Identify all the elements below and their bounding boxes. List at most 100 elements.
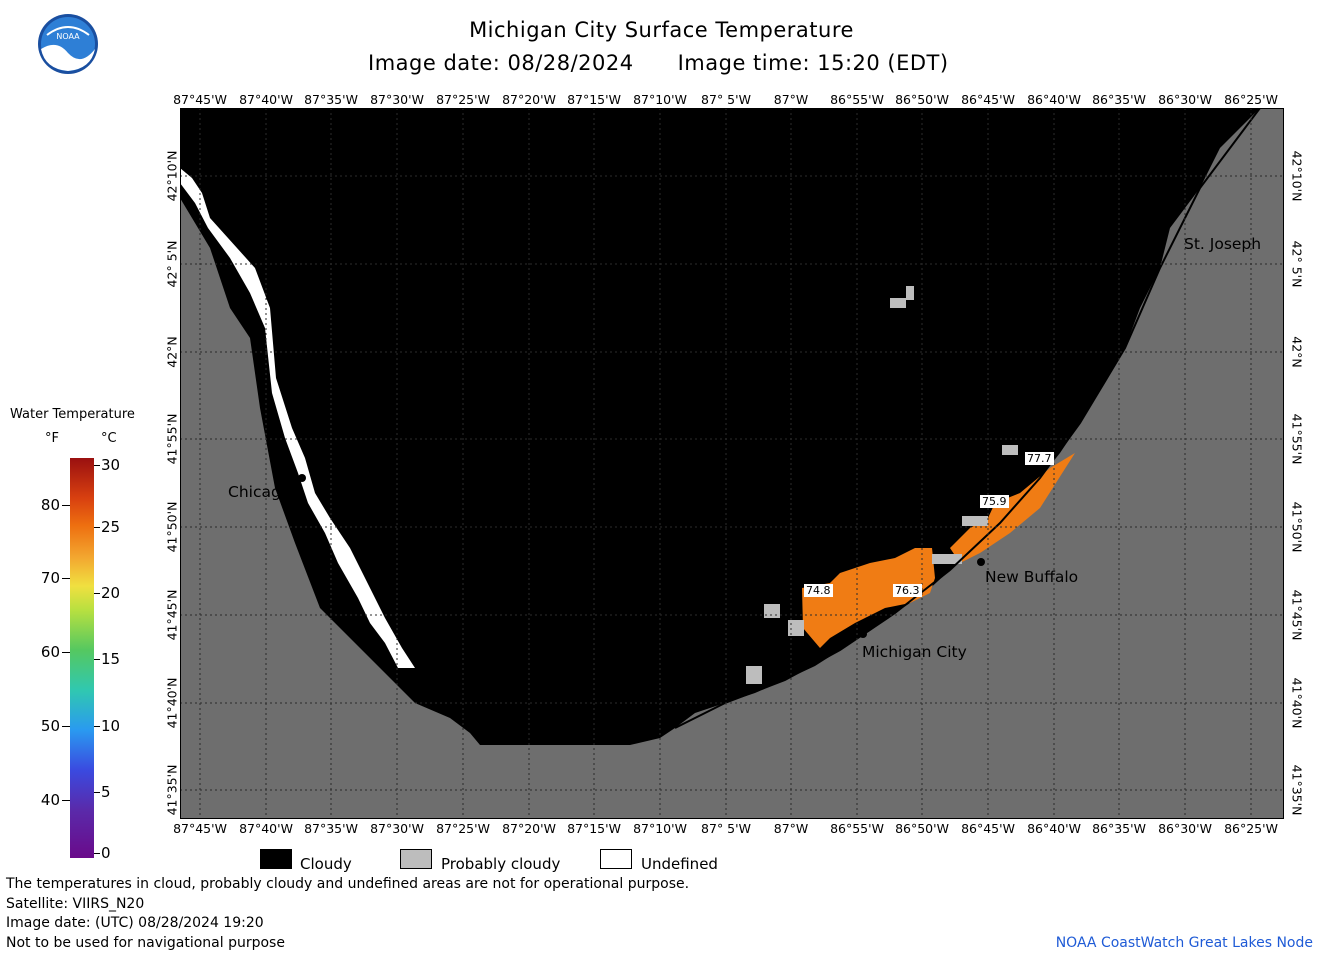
unit-f: °F: [45, 431, 59, 446]
logo-text: NOAA: [56, 32, 80, 41]
lon-tick: 86°50'W: [895, 92, 949, 107]
probably-cloudy-patch: [962, 516, 988, 526]
lat-tick: 41°40'N: [164, 677, 180, 729]
lon-tick: 87° 5'W: [701, 821, 751, 836]
lat-tick: 42°N: [164, 336, 180, 368]
footer-disclaimer: The temperatures in cloud, probably clou…: [6, 876, 690, 892]
lon-tick: 87°25'W: [436, 92, 490, 107]
lat-tick: 42°10'N: [1289, 150, 1305, 202]
lon-tick: 87°15'W: [567, 92, 621, 107]
key-undefined-label: Undefined: [641, 855, 718, 873]
temperature-label: 75.9: [980, 495, 1009, 508]
warm-water-area: [802, 548, 935, 648]
probably-cloudy-patch: [746, 666, 762, 684]
city-label-st-joseph: St. Joseph: [1184, 235, 1262, 253]
lon-tick: 86°25'W: [1224, 821, 1278, 836]
c-tick: 30: [101, 456, 121, 474]
key-cloudy-label: Cloudy: [300, 855, 352, 873]
city-marker: [298, 474, 306, 482]
probably-cloudy-patch: [890, 298, 906, 308]
key-undefined-swatch: [600, 849, 632, 869]
c-tick: 20: [101, 584, 121, 602]
lon-tick: 87°W: [773, 821, 809, 836]
c-tick: 25: [101, 518, 121, 536]
f-tick: 40: [40, 791, 60, 809]
f-tick: 70: [40, 569, 60, 587]
lat-tick: 41°55'N: [1289, 413, 1305, 465]
lon-tick: 87°40'W: [239, 821, 293, 836]
lon-tick: 87°40'W: [239, 92, 293, 107]
lat-tick: 42° 5'N: [1289, 240, 1305, 288]
lon-tick: 86°50'W: [895, 821, 949, 836]
lon-tick: 86°25'W: [1224, 92, 1278, 107]
unit-c: °C: [101, 431, 117, 446]
lon-tick: 86°55'W: [830, 92, 884, 107]
lon-tick: 86°55'W: [830, 821, 884, 836]
lon-tick: 86°35'W: [1092, 92, 1146, 107]
color-scale: [70, 458, 94, 858]
lat-tick: 41°35'N: [1289, 764, 1305, 816]
lon-tick: 87°25'W: [436, 821, 490, 836]
grid-lines: [180, 108, 1284, 819]
lon-tick: 86°40'W: [1027, 821, 1081, 836]
key-probably-cloudy-swatch: [400, 849, 432, 869]
lon-tick: 87°45'W: [173, 821, 227, 836]
lat-tick: 41°50'N: [1289, 501, 1305, 553]
lon-tick: 87°20'W: [502, 821, 556, 836]
city-label-michigan-city: Michigan City: [862, 643, 967, 661]
lon-tick: 87°35'W: [304, 821, 358, 836]
temperature-label: 76.3: [893, 584, 922, 597]
lon-tick: 87°20'W: [502, 92, 556, 107]
probably-cloudy-patch: [1002, 445, 1018, 455]
coastline: [674, 107, 1261, 729]
cloudy-lake-area: [180, 108, 1260, 745]
lon-tick: 87°15'W: [567, 821, 621, 836]
probably-cloudy-patch: [906, 286, 914, 300]
probably-cloudy-patch: [788, 620, 804, 636]
lon-tick: 86°30'W: [1158, 92, 1212, 107]
image-time: Image time: 15:20 (EDT): [677, 51, 949, 75]
key-cloudy-swatch: [260, 849, 292, 869]
city-marker: [859, 630, 867, 638]
lon-tick: 87°W: [773, 92, 809, 107]
c-tick: 10: [101, 717, 121, 735]
f-tick: 50: [40, 717, 60, 735]
f-tick: 80: [40, 496, 60, 514]
image-date: Image date: 08/28/2024: [368, 51, 634, 75]
lat-tick: 41°45'N: [164, 589, 180, 641]
lat-tick: 41°55'N: [164, 413, 180, 465]
lat-tick: 42° 5'N: [164, 240, 180, 288]
city-marker: [977, 558, 985, 566]
lon-tick: 87°10'W: [633, 92, 687, 107]
lon-tick: 87°45'W: [173, 92, 227, 107]
lat-tick: 41°50'N: [164, 501, 180, 553]
footer-satellite: Satellite: VIIRS_N20: [6, 896, 145, 912]
lat-tick: 42°10'N: [164, 150, 180, 202]
c-tick: 5: [101, 783, 111, 801]
lon-tick: 87°30'W: [370, 821, 424, 836]
c-tick: 15: [101, 650, 121, 668]
temperature-label: 74.8: [804, 584, 833, 597]
key-probably-cloudy-label: Probably cloudy: [441, 855, 561, 873]
footer-navigation-warning: Not to be used for navigational purpose: [6, 935, 285, 951]
city-label-chicago: Chicago: [228, 483, 291, 501]
lat-tick: 41°40'N: [1289, 677, 1305, 729]
city-label-new-buffalo: New Buffalo: [985, 568, 1079, 586]
lon-tick: 86°30'W: [1158, 821, 1212, 836]
lon-tick: 86°35'W: [1092, 821, 1146, 836]
lat-tick: 41°35'N: [164, 764, 180, 816]
temperature-label: 77.7: [1025, 452, 1054, 465]
lon-tick: 87°35'W: [304, 92, 358, 107]
lon-tick: 87°30'W: [370, 92, 424, 107]
lon-tick: 86°40'W: [1027, 92, 1081, 107]
temperature-map: [180, 107, 1284, 819]
footer-utc-date: Image date: (UTC) 08/28/2024 19:20: [6, 915, 264, 931]
undefined-area: [180, 168, 415, 668]
map-border: [180, 108, 1284, 819]
lon-tick: 86°45'W: [961, 92, 1015, 107]
lon-tick: 87° 5'W: [701, 92, 751, 107]
image-date-time: Image date: 08/28/2024 Image time: 15:20 …: [368, 51, 993, 75]
lon-tick: 86°45'W: [961, 821, 1015, 836]
f-tick: 60: [40, 643, 60, 661]
lat-tick: 41°45'N: [1289, 589, 1305, 641]
